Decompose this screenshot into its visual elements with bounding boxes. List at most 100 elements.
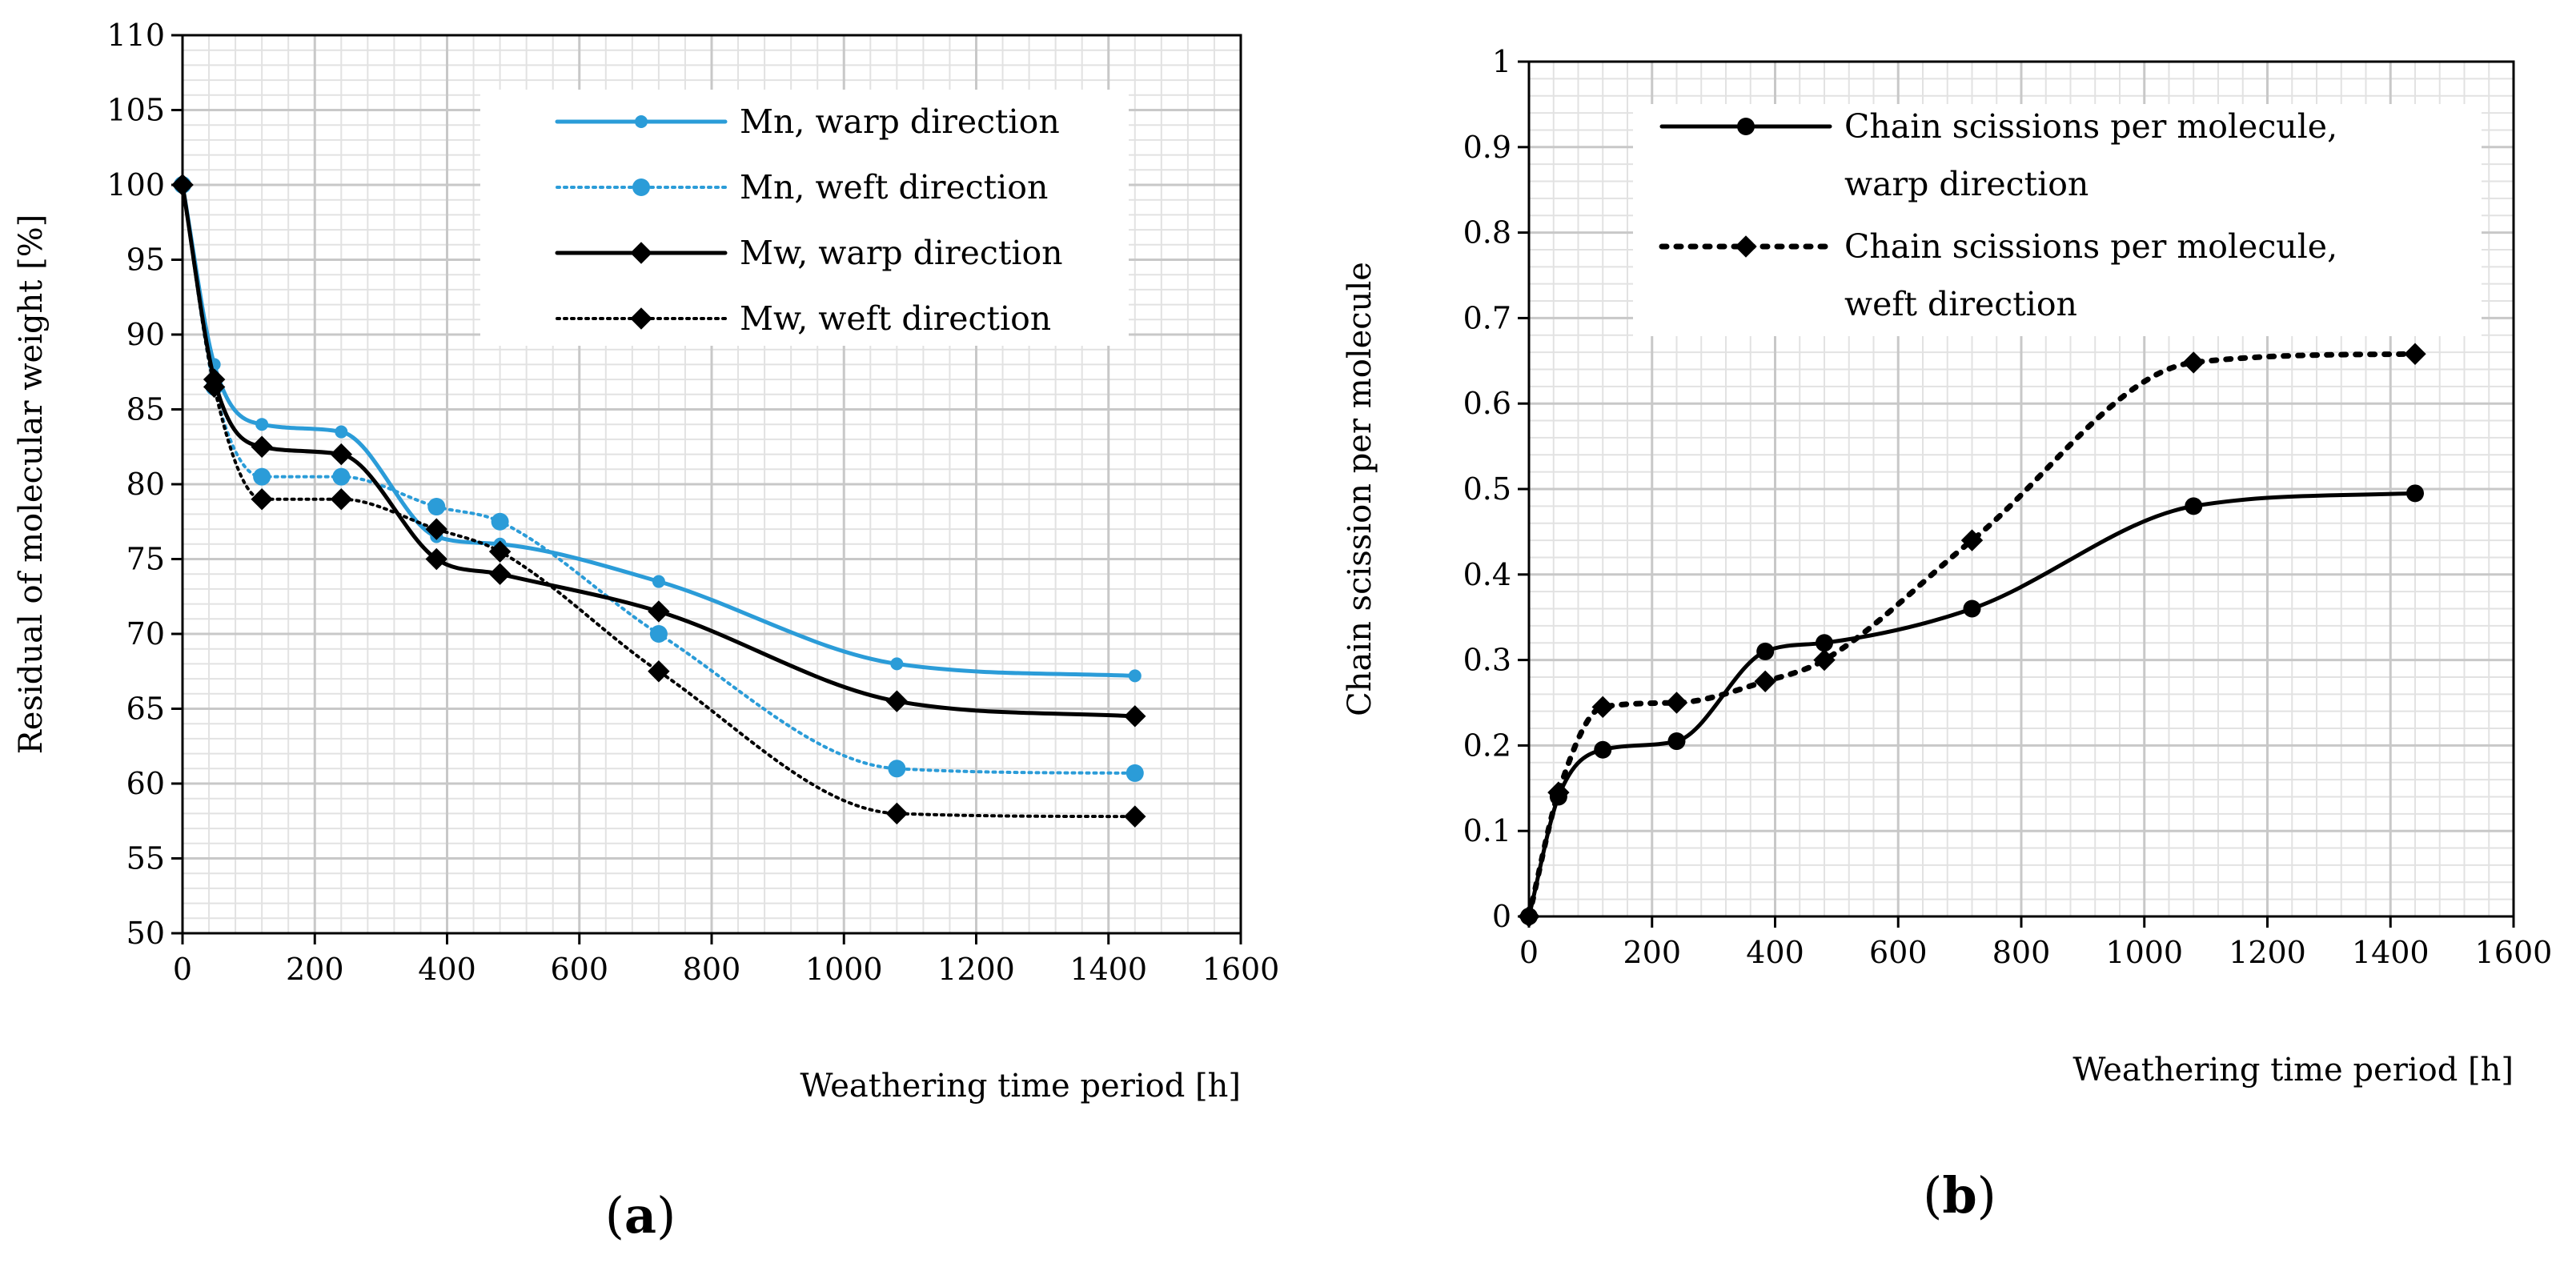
- y-tick-label: 0.9: [1463, 130, 1511, 165]
- data-point-series-1: [2185, 497, 2203, 515]
- data-point-series-2: [427, 498, 446, 516]
- y-tick-label: 0.1: [1463, 813, 1511, 848]
- y-tick-label: 65: [126, 692, 165, 727]
- x-tick-label: 0: [1519, 935, 1539, 970]
- data-point-series-1: [1816, 634, 1833, 652]
- data-point-series-4: [251, 487, 273, 511]
- x-tick-label: 200: [286, 952, 344, 987]
- data-point-series-3: [425, 547, 447, 571]
- y-tick-label: 80: [126, 467, 165, 502]
- data-point-series-2: [888, 760, 906, 778]
- data-point-series-2: [253, 467, 271, 486]
- data-point-series-2: [1813, 648, 1836, 672]
- x-axis-title: Weathering time period [h]: [2072, 1052, 2514, 1089]
- x-tick-label: 400: [1746, 935, 1804, 970]
- data-point-series-2: [1518, 905, 1540, 928]
- data-point-series-3: [251, 435, 273, 458]
- legend-label-1: warp direction: [1844, 165, 2088, 203]
- data-point-series-3: [648, 600, 670, 623]
- data-point-series-4: [488, 540, 512, 563]
- legend-box: [480, 90, 1129, 346]
- legend-label-2: Chain scissions per molecule,: [1844, 227, 2337, 266]
- tick-labels: 0 200 400 600 800 1000 1200 1400 1600 50 55 60 65 70 7…: [106, 18, 1279, 987]
- series-line-1: [180, 182, 1138, 678]
- data-point-series-3: [330, 443, 353, 466]
- series-group: [1518, 343, 2426, 928]
- data-point-series-4: [330, 487, 353, 511]
- y-tick-label: 95: [126, 243, 165, 278]
- x-tick-label: 1000: [805, 952, 883, 987]
- legend-label-4: Mw, weft direction: [740, 299, 1051, 338]
- y-axis-title: Chain scission per molecule: [1342, 262, 1378, 716]
- chart-panel-b: 0 200 400 600 800 1000 1200 1400 1600 0 0.1 0.2 0.3 0…: [1342, 44, 2552, 1225]
- data-point-series-1: [652, 575, 665, 588]
- y-tick-label: 70: [126, 616, 165, 652]
- data-point-series-2: [2404, 343, 2426, 365]
- data-point-series-2: [2182, 351, 2205, 374]
- data-point-series-1: [335, 425, 348, 439]
- data-point-series-2: [1754, 670, 1776, 693]
- y-tick-label: 0.6: [1463, 386, 1511, 421]
- data-point-series-4: [203, 375, 226, 399]
- y-tick-label: 90: [126, 317, 165, 352]
- legend-label-3: Mw, warp direction: [740, 234, 1063, 272]
- data-point-series-4: [885, 802, 909, 825]
- legend-swatch-marker-3: [630, 242, 652, 264]
- y-tick-label: 0: [1492, 899, 1511, 934]
- series-group: [171, 174, 1146, 828]
- data-point-series-1: [255, 418, 269, 431]
- data-point-series-3: [1124, 705, 1146, 728]
- data-point-series-1: [1756, 642, 1775, 660]
- y-tick-label: 0.4: [1463, 557, 1511, 592]
- legend-swatch-marker-1: [635, 115, 648, 128]
- data-point-series-1: [2406, 484, 2424, 503]
- data-point-series-2: [1591, 696, 1614, 719]
- legend-swatch-marker-4: [630, 307, 652, 330]
- y-tick-label: 0.8: [1463, 215, 1511, 251]
- y-tick-label: 60: [126, 766, 165, 801]
- panel-label: (a): [605, 1186, 676, 1245]
- data-point-series-3: [885, 690, 909, 712]
- y-tick-label: 0.3: [1463, 643, 1511, 678]
- y-tick-label: 110: [106, 18, 165, 53]
- legend-label-1: Chain scissions per molecule,: [1844, 107, 2337, 146]
- y-tick-label: 100: [106, 167, 165, 202]
- legend-label-2: Mn, weft direction: [740, 168, 1048, 206]
- data-point-series-4: [171, 174, 194, 196]
- x-tick-label: 0: [173, 952, 192, 987]
- panel-label: (b): [1923, 1166, 1996, 1225]
- legend-swatch-marker-2: [1735, 235, 1757, 258]
- data-point-series-1: [1667, 732, 1686, 751]
- x-tick-label: 1400: [1069, 952, 1147, 987]
- y-tick-label: 55: [126, 841, 165, 876]
- data-point-series-1: [1963, 599, 1981, 618]
- tick-marks: [1518, 60, 2515, 928]
- data-point-series-2: [1547, 781, 1570, 804]
- x-tick-label: 1200: [937, 952, 1015, 987]
- legend-label-1: Mn, warp direction: [740, 102, 1060, 141]
- x-tick-label: 1000: [2105, 935, 2183, 970]
- y-tick-label: 0.5: [1463, 471, 1511, 507]
- data-point-series-2: [1960, 529, 1984, 551]
- data-point-series-2: [1665, 692, 1688, 714]
- data-point-series-3: [488, 563, 512, 585]
- y-axis-title: Residual of molecular weight [%]: [13, 215, 50, 755]
- data-point-series-2: [491, 512, 509, 531]
- series-line-2: [181, 183, 1137, 775]
- x-tick-label: 1200: [2229, 935, 2306, 970]
- data-point-series-2: [1125, 764, 1144, 782]
- tick-labels: 0 200 400 600 800 1000 1200 1400 1600 0 0.1 0.2 0.3 0…: [1463, 44, 2553, 970]
- x-tick-label: 600: [1869, 935, 1928, 970]
- x-tick-label: 1600: [2475, 935, 2553, 970]
- data-point-series-1: [890, 657, 904, 671]
- x-tick-label: 600: [550, 952, 608, 987]
- y-tick-label: 75: [126, 542, 165, 577]
- legend-swatch-marker-1: [1737, 118, 1755, 135]
- data-point-series-2: [332, 467, 351, 486]
- legend: Mn, warp direction Mn, weft direction Mw, …: [480, 90, 1129, 346]
- legend-box: [1633, 104, 2482, 336]
- y-tick-label: 105: [106, 93, 165, 128]
- legend-swatch-marker-2: [632, 178, 650, 196]
- chart-panel-a: 0 200 400 600 800 1000 1200 1400 1600 50 55 60 65 70 7…: [13, 18, 1279, 1245]
